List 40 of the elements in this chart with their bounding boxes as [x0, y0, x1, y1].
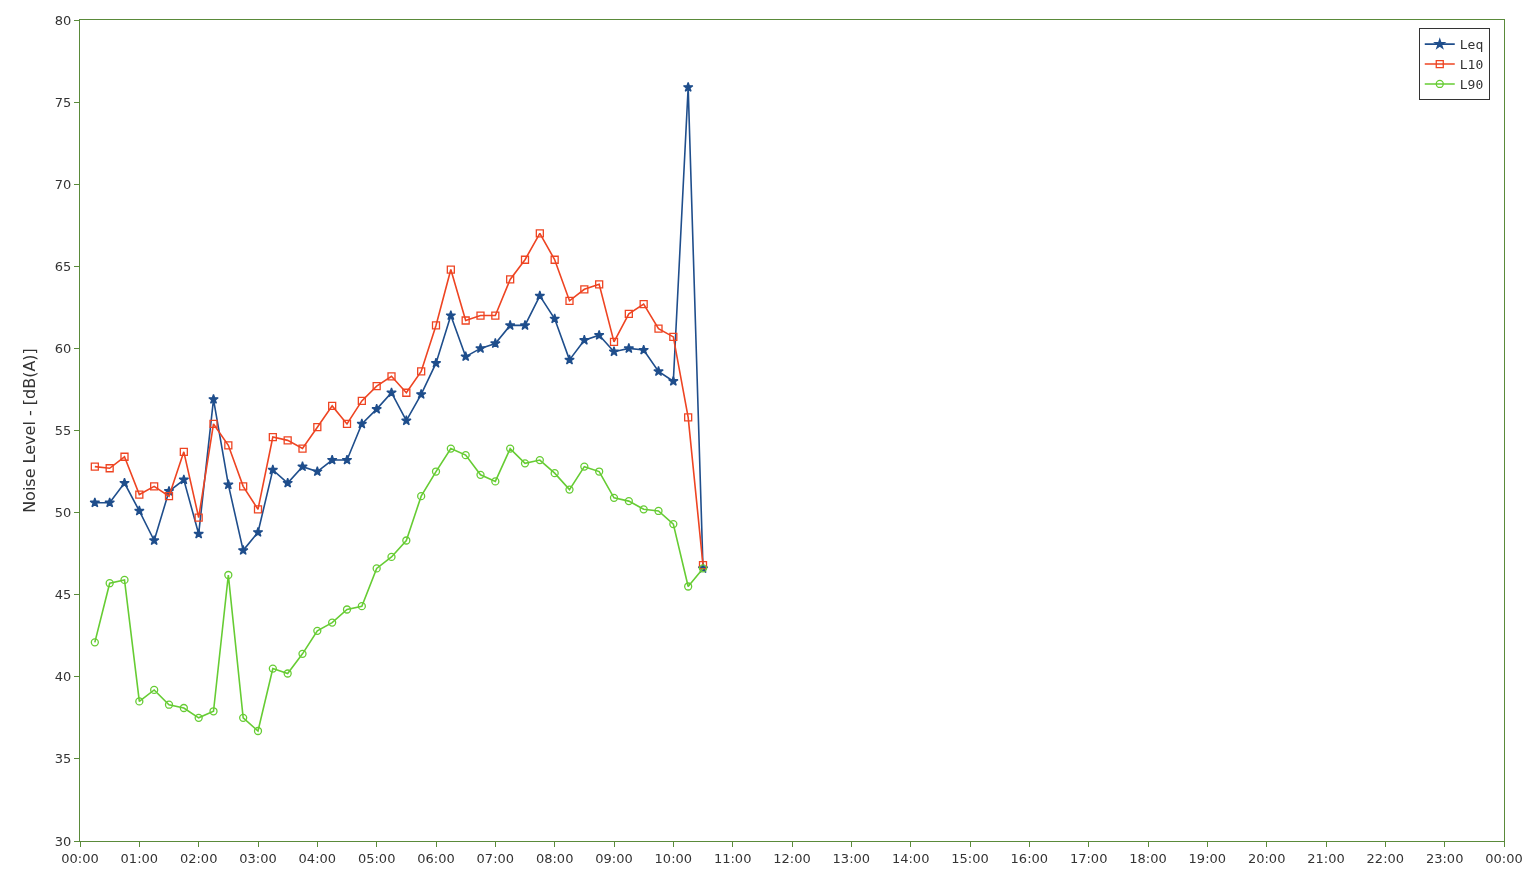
x-tick-label: 04:00 — [298, 850, 337, 866]
y-tick-label: 40 — [54, 669, 72, 685]
y-tick-label: 30 — [54, 833, 72, 849]
x-tick-label: 06:00 — [417, 850, 455, 866]
x-tick-label: 07:00 — [476, 850, 515, 866]
legend-label: L90 — [1459, 77, 1484, 93]
x-tick-label: 09:00 — [595, 850, 633, 866]
x-tick-label: 13:00 — [832, 850, 871, 866]
x-tick-label: 19:00 — [1188, 850, 1227, 866]
x-tick-label: 21:00 — [1307, 850, 1345, 866]
x-tick-label: 17:00 — [1069, 850, 1108, 866]
x-tick-label: 00:00 — [1485, 850, 1523, 866]
y-tick-label: 60 — [54, 340, 72, 356]
x-tick-label: 22:00 — [1366, 850, 1405, 866]
y-tick-label: 70 — [54, 176, 72, 192]
x-tick-label: 11:00 — [713, 850, 752, 866]
legend-label: Leq — [1459, 37, 1484, 53]
x-tick-label: 12:00 — [773, 850, 811, 866]
y-tick-label: 65 — [54, 258, 72, 274]
x-tick-label: 00:00 — [61, 850, 99, 866]
y-tick-label: 45 — [54, 587, 72, 603]
x-tick-label: 23:00 — [1425, 850, 1464, 866]
y-tick-label: 75 — [54, 94, 72, 110]
x-tick-label: 01:00 — [120, 850, 159, 866]
legend-label: L10 — [1459, 57, 1484, 73]
x-tick-label: 05:00 — [357, 850, 396, 866]
x-tick-label: 10:00 — [654, 850, 693, 866]
y-tick-label: 55 — [54, 423, 72, 439]
x-tick-label: 16:00 — [1010, 850, 1049, 866]
x-tick-label: 02:00 — [179, 850, 218, 866]
y-tick-label: 35 — [54, 751, 72, 767]
x-tick-label: 15:00 — [951, 850, 989, 866]
y-tick-label: 50 — [54, 505, 72, 521]
x-tick-label: 18:00 — [1129, 850, 1167, 866]
x-tick-label: 20:00 — [1247, 850, 1286, 866]
x-tick-label: 14:00 — [891, 850, 930, 866]
x-tick-label: 03:00 — [239, 850, 277, 866]
x-tick-label: 08:00 — [535, 850, 574, 866]
y-tick-label: 80 — [54, 12, 72, 28]
y-axis-title: Noise Level - [dB(A)] — [19, 348, 39, 513]
